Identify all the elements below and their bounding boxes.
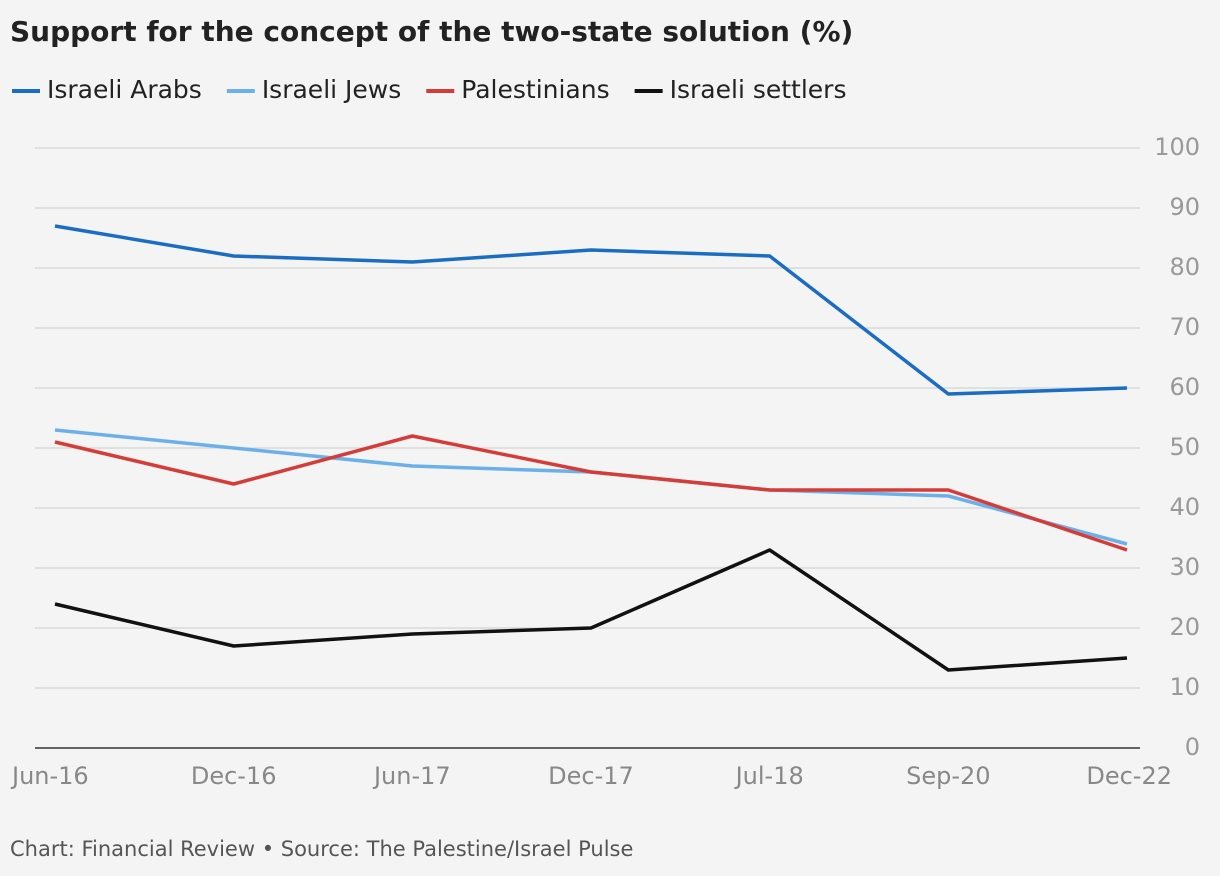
source-note: Chart: Financial Review • Source: The Pa…	[10, 837, 633, 861]
series-line	[54, 548, 1128, 672]
y-tick-label: 100	[1154, 133, 1200, 161]
legend-label: Israeli Jews	[262, 75, 401, 104]
legend-label: Palestinians	[461, 75, 609, 104]
series-line	[54, 434, 1128, 552]
x-tick-label: Jun-16	[10, 762, 89, 790]
y-tick-label: 80	[1169, 253, 1200, 281]
y-tick-label: 60	[1169, 373, 1200, 401]
y-tick-label: 90	[1169, 193, 1200, 221]
series-line	[54, 428, 1128, 546]
x-tick-label: Sep-20	[906, 762, 990, 790]
y-tick-label: 20	[1169, 613, 1200, 641]
y-tick-label: 40	[1169, 493, 1200, 521]
y-tick-label: 30	[1169, 553, 1200, 581]
series-line	[54, 224, 1128, 396]
y-tick-label: 50	[1169, 433, 1200, 461]
legend-label: Israeli Arabs	[47, 75, 202, 104]
y-tick-label: 70	[1169, 313, 1200, 341]
y-tick-label: 0	[1185, 733, 1200, 761]
legend: Israeli Arabs Israeli Jews Palestinians Isr…	[12, 75, 846, 104]
y-tick-label: 10	[1169, 673, 1200, 701]
x-tick-label: Dec-17	[548, 762, 634, 790]
x-tick-label: Jul-18	[734, 762, 804, 790]
x-tick-label: Jun-17	[372, 762, 451, 790]
chart-title: Support for the concept of the two-state…	[10, 15, 853, 48]
x-tick-label: Dec-22	[1086, 762, 1172, 790]
legend-label: Israeli settlers	[670, 75, 847, 104]
x-tick-label: Dec-16	[191, 762, 277, 790]
